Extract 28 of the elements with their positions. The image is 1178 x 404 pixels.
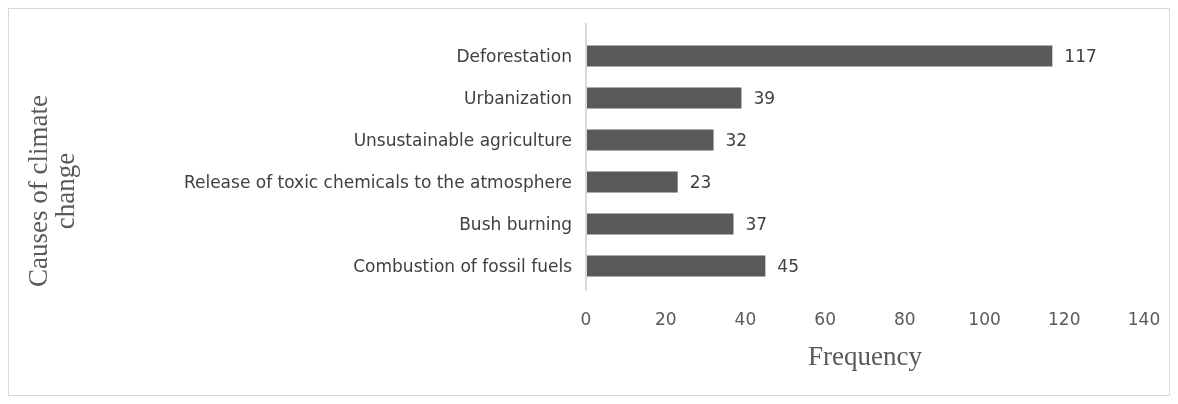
x-tick-label: 140 bbox=[1127, 308, 1161, 329]
data-label: 117 bbox=[1064, 45, 1097, 66]
bar bbox=[586, 45, 1053, 67]
data-label: 23 bbox=[689, 171, 712, 192]
y-tick-label: Urbanization bbox=[463, 87, 572, 108]
bar bbox=[586, 171, 678, 193]
y-tick-label: Deforestation bbox=[456, 45, 572, 66]
bar bbox=[586, 255, 766, 277]
x-tick-label: 40 bbox=[734, 308, 757, 329]
y-tick-label: Combustion of fossil fuels bbox=[353, 255, 573, 276]
x-tick-label: 0 bbox=[580, 308, 592, 329]
bar bbox=[586, 87, 742, 109]
x-tick-label: 100 bbox=[968, 308, 1001, 329]
x-tick-label: 120 bbox=[1048, 308, 1081, 329]
x-axis-title: Frequency bbox=[808, 341, 923, 371]
y-tick-label: Release of toxic chemicals to the atmosphere bbox=[183, 171, 572, 192]
y-axis-title: Causes of climate change bbox=[22, 95, 80, 287]
data-label: 45 bbox=[777, 255, 799, 276]
data-label: 37 bbox=[745, 213, 768, 234]
x-tick-label: 20 bbox=[654, 308, 677, 329]
bar bbox=[586, 213, 734, 235]
x-tick-label: 80 bbox=[894, 308, 916, 329]
y-tick-label: Unsustainable agriculture bbox=[353, 129, 572, 150]
data-label: 39 bbox=[753, 87, 776, 108]
y-tick-label: Bush burning bbox=[459, 213, 572, 234]
bar bbox=[586, 129, 714, 151]
data-label: 32 bbox=[725, 129, 748, 150]
x-tick-label: 60 bbox=[814, 308, 836, 329]
